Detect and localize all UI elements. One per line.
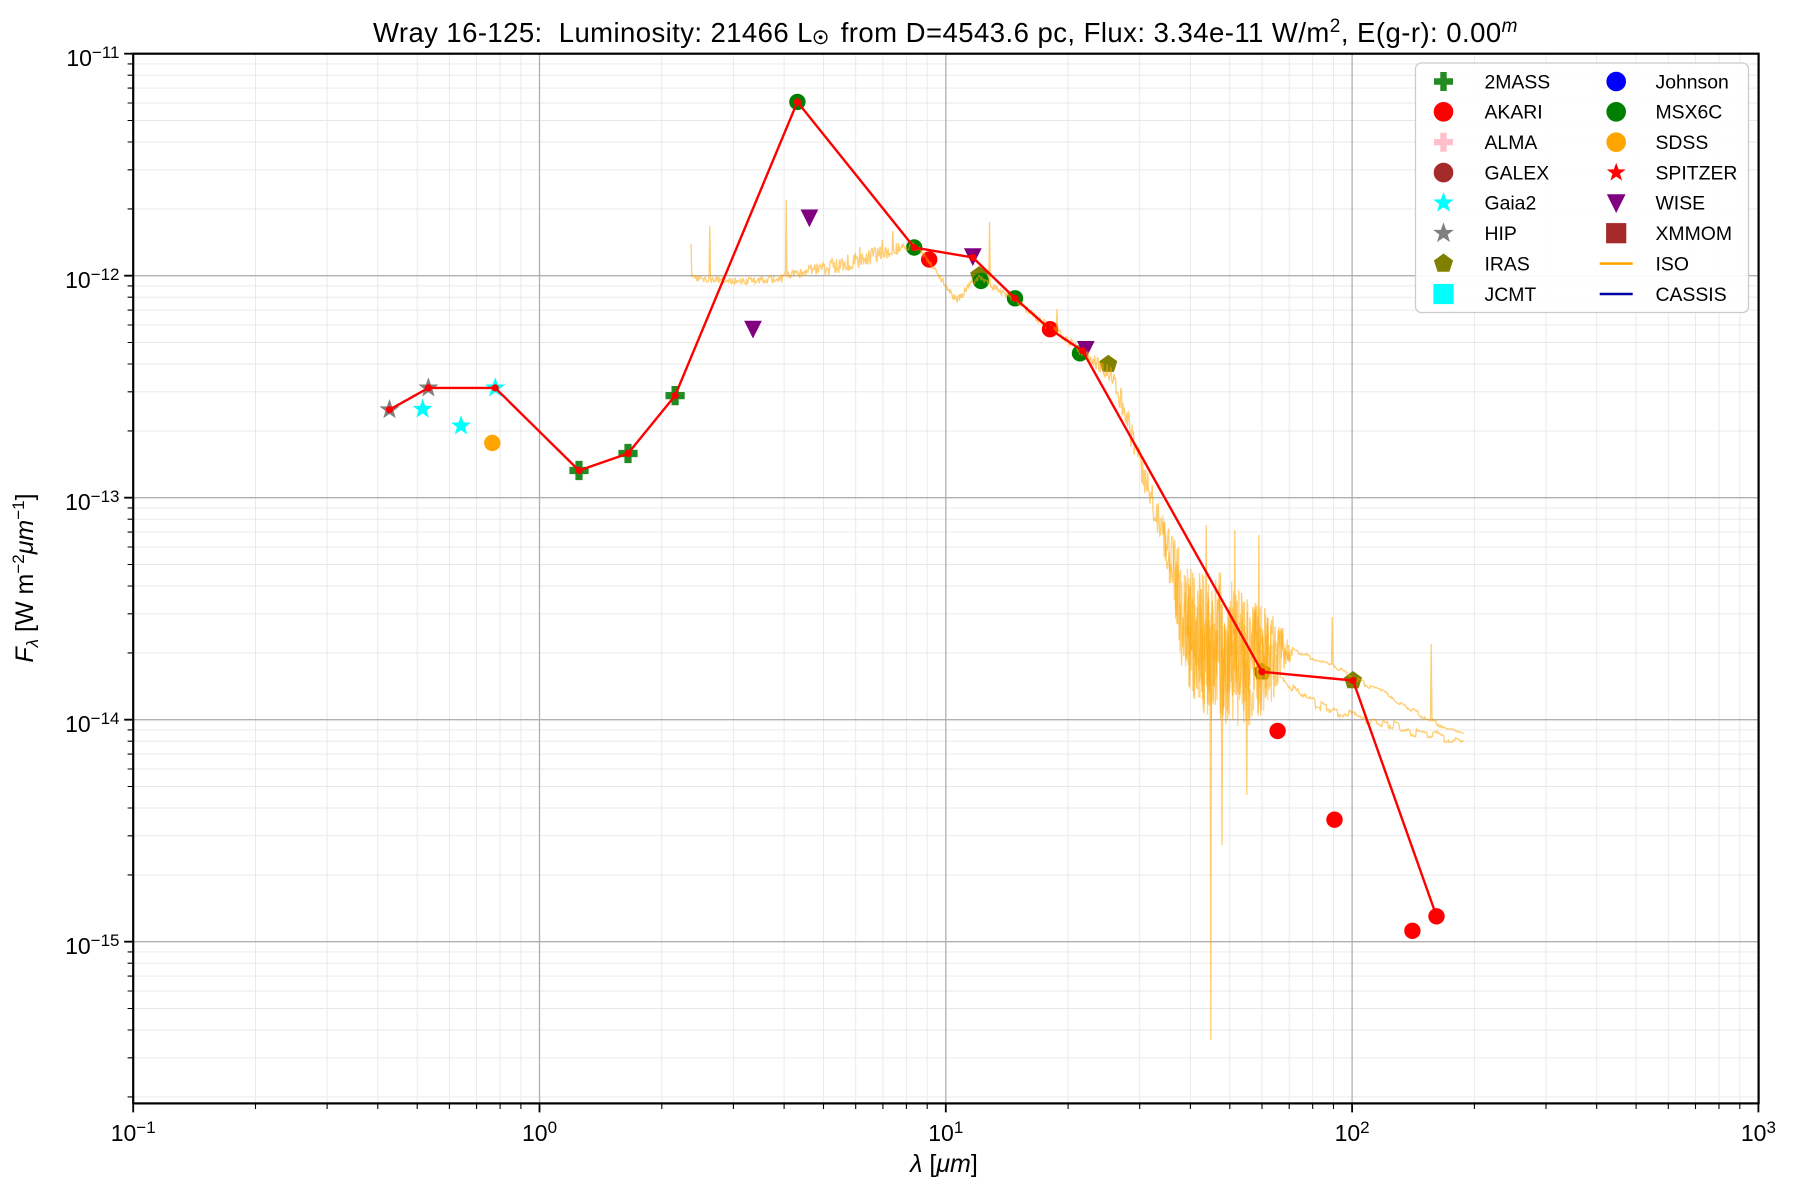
svg-text:2MASS: 2MASS xyxy=(1485,71,1551,93)
svg-text:HIP: HIP xyxy=(1485,223,1517,245)
svg-text:from D=4543.6 pc, Flux: 3.34e-: from D=4543.6 pc, Flux: 3.34e-11 W/m2, E… xyxy=(841,16,1518,48)
svg-text:Wray 16-125: Luminosity: 2146: Wray 16-125: Luminosity: 21466 L xyxy=(373,17,813,48)
svg-text:SPITZER: SPITZER xyxy=(1656,162,1738,184)
svg-text:101: 101 xyxy=(928,1118,963,1146)
svg-text:XMMOM: XMMOM xyxy=(1656,223,1732,245)
svg-text:Fλ [W m−2μm−1]: Fλ [W m−2μm−1] xyxy=(9,493,42,662)
svg-text:SDSS: SDSS xyxy=(1656,132,1709,154)
svg-text:CASSIS: CASSIS xyxy=(1656,284,1727,306)
svg-text:AKARI: AKARI xyxy=(1485,102,1543,124)
svg-text:IRAS: IRAS xyxy=(1485,253,1530,275)
svg-text:100: 100 xyxy=(522,1118,557,1146)
svg-text:WISE: WISE xyxy=(1656,193,1706,215)
svg-text:Johnson: Johnson xyxy=(1656,71,1729,93)
svg-text:ISO: ISO xyxy=(1656,253,1689,275)
svg-text:GALEX: GALEX xyxy=(1485,162,1550,184)
svg-text:λ [μm]: λ [μm] xyxy=(908,1150,978,1178)
svg-text:JCMT: JCMT xyxy=(1485,284,1537,306)
svg-text:10−14: 10−14 xyxy=(65,709,119,737)
svg-text:Gaia2: Gaia2 xyxy=(1485,193,1537,215)
svg-text:MSX6C: MSX6C xyxy=(1656,102,1723,124)
svg-text:ALMA: ALMA xyxy=(1485,132,1538,154)
